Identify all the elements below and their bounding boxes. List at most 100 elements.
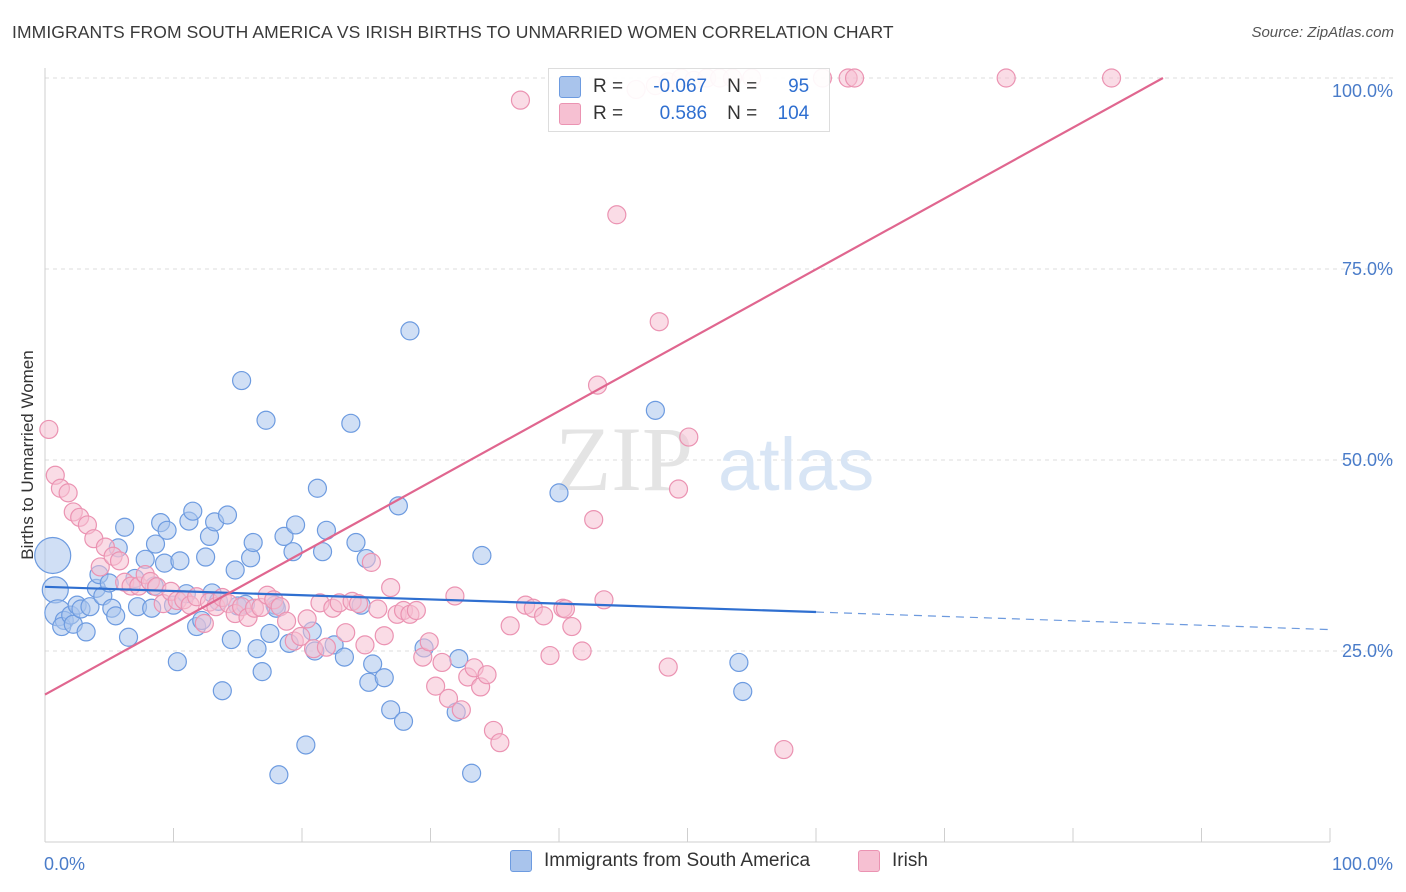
pink-point	[533, 606, 554, 626]
pink-point	[844, 68, 865, 88]
pink-point	[39, 419, 59, 440]
blue-point	[252, 662, 272, 682]
blue-point	[221, 629, 241, 650]
blue-point	[170, 551, 190, 571]
legend-r-label: R =	[593, 103, 624, 124]
pink-point	[406, 600, 426, 621]
pink-point	[540, 645, 560, 666]
pink-point	[348, 594, 369, 614]
y-tick-label: 25.0%	[1342, 641, 1393, 661]
watermark-atlas: atlas	[718, 423, 874, 506]
legend-n-value: 95	[788, 76, 810, 97]
y-axis-label: Births to Unmarried Women	[18, 350, 37, 559]
pink-point	[451, 700, 471, 720]
pink-point	[374, 626, 394, 646]
pink-point	[291, 626, 311, 647]
blue-point	[462, 763, 482, 783]
pink-point	[500, 616, 520, 636]
blue-point	[346, 532, 366, 553]
blue-point	[363, 654, 383, 674]
pink-point	[432, 652, 452, 673]
pink-point	[774, 739, 794, 760]
pink-point	[562, 616, 582, 637]
pink-point	[490, 733, 510, 753]
blue-point	[274, 526, 294, 547]
blue-point	[374, 668, 394, 688]
blue-point	[472, 545, 492, 566]
pink-point	[510, 90, 531, 110]
pink-point	[649, 312, 669, 332]
legend-r-value: -0.067	[653, 76, 708, 97]
pink-point	[607, 205, 627, 225]
pink-point	[658, 657, 678, 677]
watermark: ZIP atlas	[555, 408, 874, 510]
blue-point	[232, 370, 252, 391]
blue-trend-line	[44, 585, 817, 614]
blue-point	[645, 400, 665, 420]
blue-point	[269, 765, 289, 785]
pink-point	[276, 611, 297, 631]
y-tick-label: 75.0%	[1342, 259, 1393, 279]
series-legend-blue: Immigrants from South America	[510, 850, 810, 872]
legend-r-value: 0.586	[659, 103, 708, 124]
x-tick-label: 100.0%	[1332, 854, 1393, 874]
x-tick-label: 0.0%	[44, 854, 85, 874]
blue-point	[334, 647, 355, 667]
pink-point	[996, 68, 1016, 88]
pink-point	[426, 676, 446, 696]
legend-swatch-blue	[559, 76, 581, 98]
pink-point	[90, 557, 110, 577]
pink-point	[297, 609, 317, 629]
blue-point	[196, 547, 216, 567]
chart-title: IMMIGRANTS FROM SOUTH AMERICA VS IRISH B…	[12, 22, 894, 42]
blue-point	[76, 622, 96, 642]
pink-point	[445, 586, 465, 606]
blue-point	[381, 700, 401, 720]
pink-point	[438, 688, 459, 708]
legend-row-pink: R = 0.586 N = 104	[559, 101, 809, 127]
blue-point	[106, 606, 126, 626]
y-tick-label: 100.0%	[1332, 81, 1393, 101]
pink-point	[477, 665, 497, 685]
stats-legend: R = -0.067 N = 95 R = 0.586 N = 104	[548, 68, 830, 132]
blue-point	[80, 597, 100, 617]
points-layer	[34, 68, 1122, 785]
axis-layer: 25.0% 50.0% 75.0% 100.0% 0.0% 100.0%	[44, 68, 1393, 874]
pink-point	[584, 509, 604, 530]
legend-n-label: N =	[727, 103, 758, 124]
pink-trend-line	[44, 77, 1164, 696]
blue-point	[260, 623, 280, 644]
series-legend-label: Immigrants from South America	[544, 850, 811, 871]
pink-point	[361, 552, 381, 572]
pink-point	[109, 551, 130, 571]
blue-point	[115, 517, 135, 537]
series-legend: Immigrants from South America Irish	[0, 850, 1406, 880]
blue-point	[212, 681, 232, 701]
pink-point	[572, 641, 592, 661]
trend-layer	[44, 77, 1331, 696]
legend-r-label: R =	[593, 76, 624, 97]
series-legend-label: Irish	[892, 850, 928, 871]
blue-point	[307, 478, 328, 498]
blue-point	[41, 576, 69, 604]
legend-swatch-pink	[559, 103, 581, 125]
blue-point	[145, 534, 166, 554]
blue-point	[217, 505, 238, 525]
blue-point	[733, 681, 753, 702]
series-legend-swatch-blue	[510, 850, 532, 872]
blue-point	[118, 627, 139, 647]
pink-point	[381, 577, 401, 598]
blue-point	[729, 652, 749, 673]
legend-n-value: 104	[777, 103, 810, 124]
pink-point	[336, 623, 356, 643]
source-credit: Source: ZipAtlas.com	[1251, 24, 1394, 41]
blue-point	[183, 501, 203, 521]
blue-point	[157, 520, 177, 540]
pink-point	[355, 635, 375, 655]
blue-point	[247, 639, 267, 659]
blue-point	[296, 735, 316, 755]
pink-point	[679, 427, 699, 447]
blue-point	[225, 560, 245, 580]
pink-point	[194, 613, 214, 634]
